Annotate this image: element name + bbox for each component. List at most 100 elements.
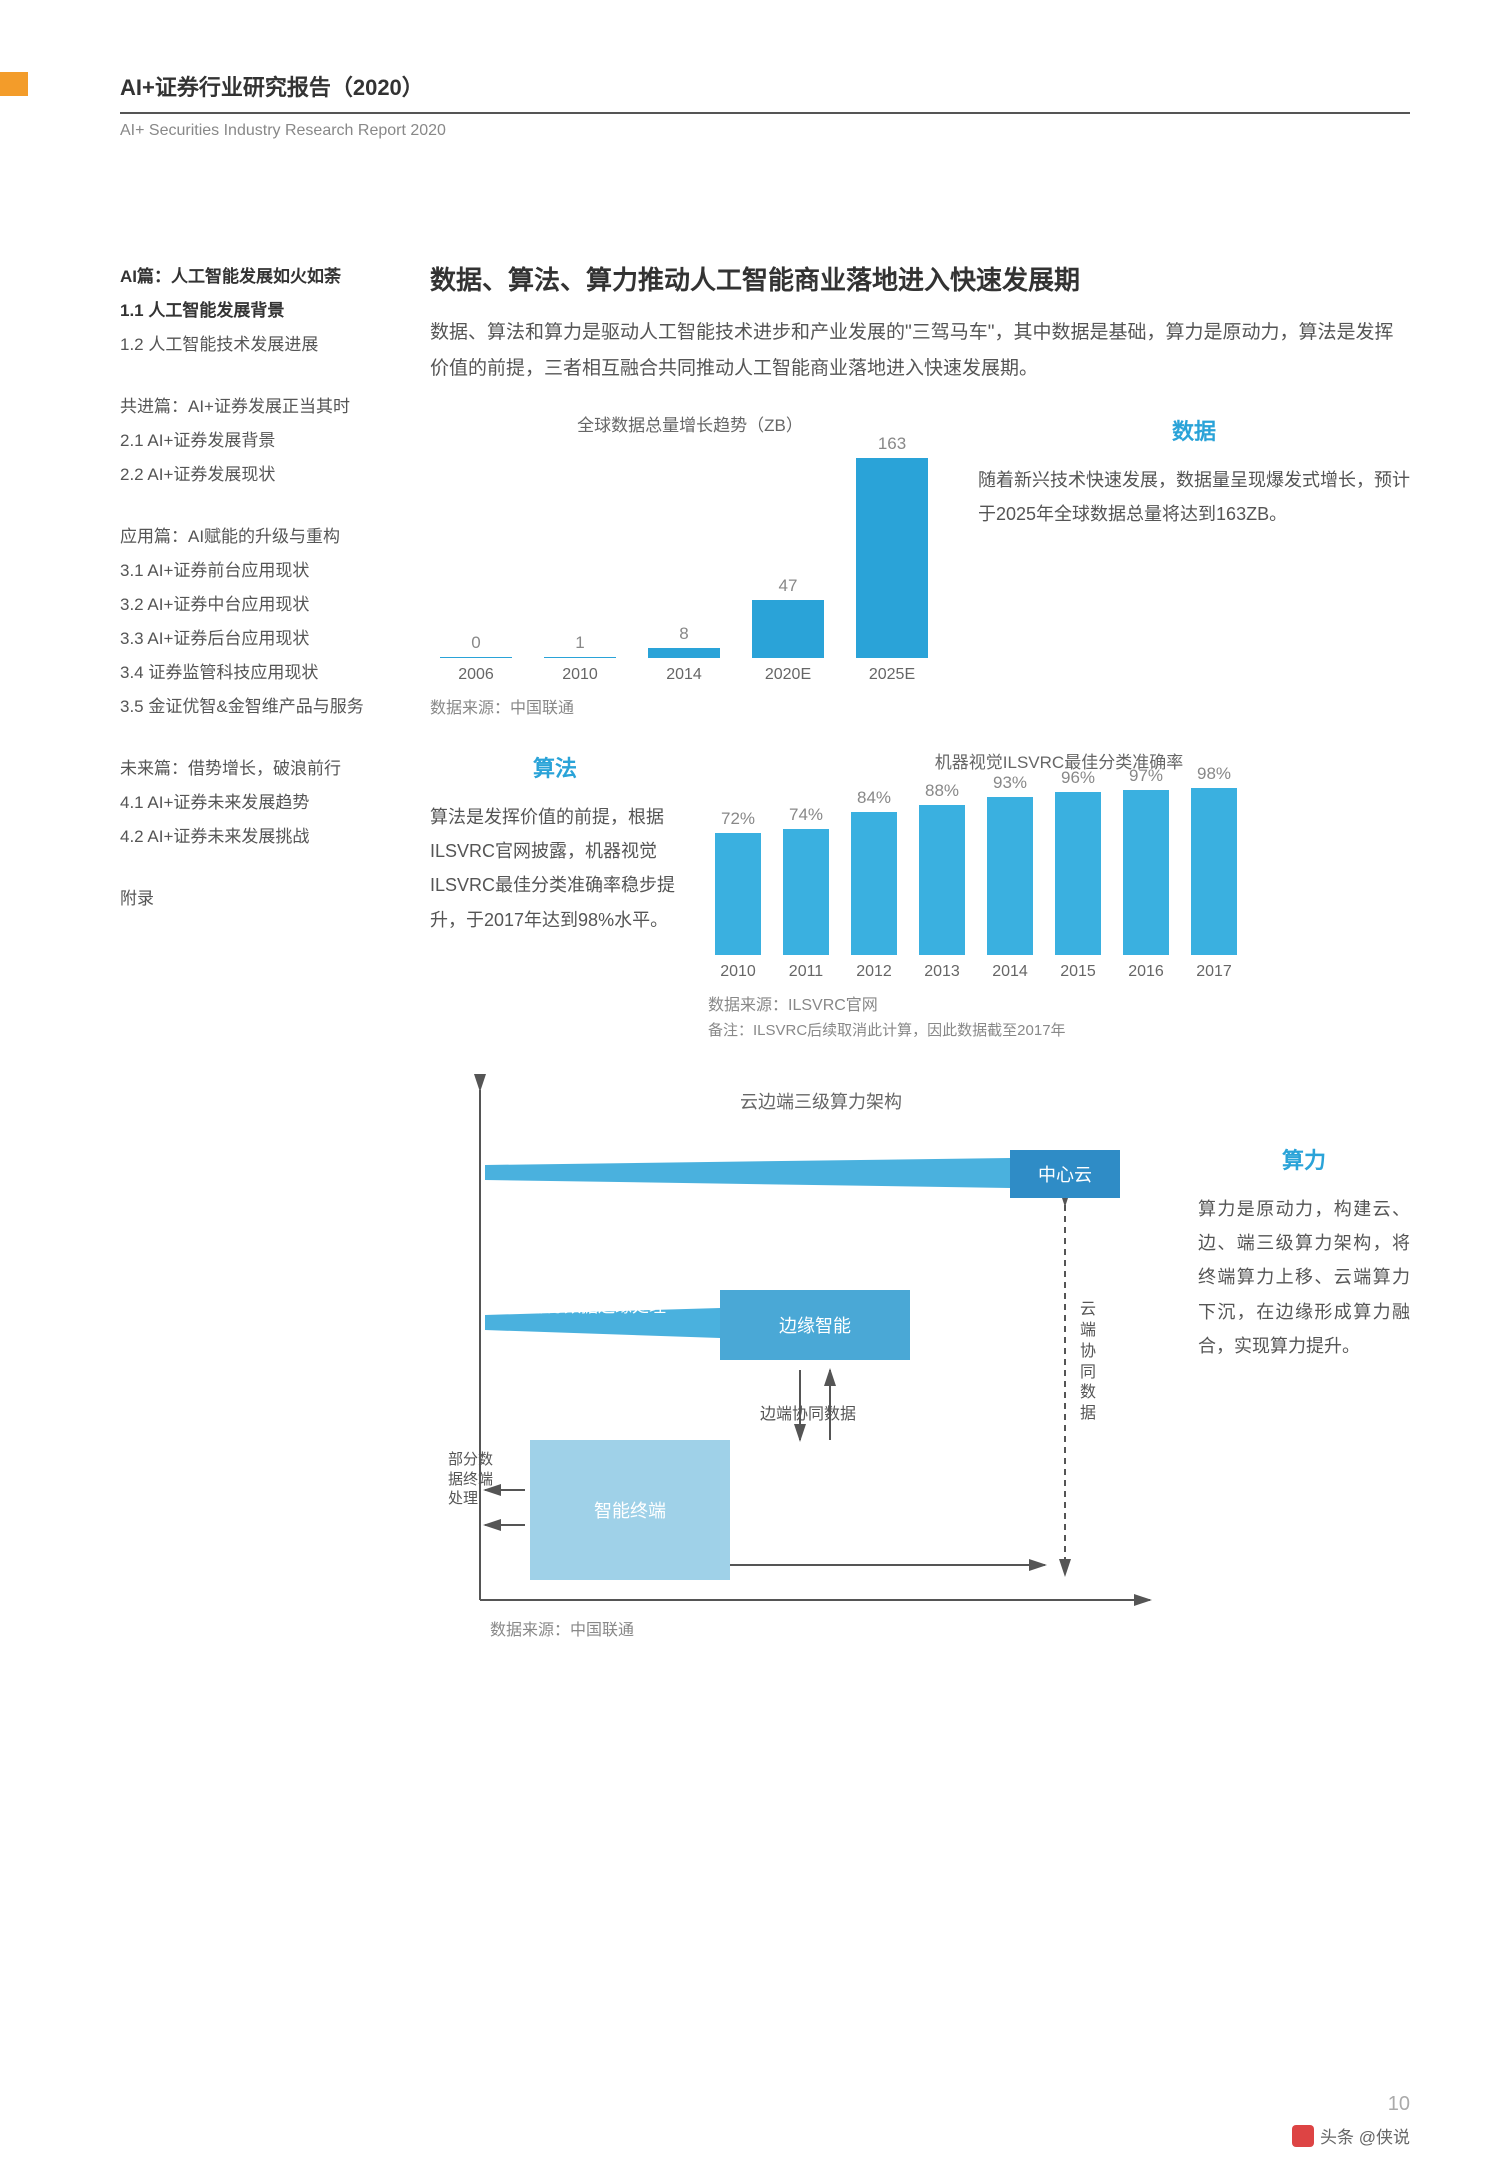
toc-item-3-5[interactable]: 3.5 金证优智&金智维产品与服务	[120, 690, 400, 724]
chart-global-data: 全球数据总量增长趋势（ZB） 02006 1 2010 8 2014 47 2020E 163…	[430, 411, 950, 718]
bar-value: 0	[471, 633, 480, 653]
accent-tab	[0, 72, 28, 96]
bar-category: 2013	[924, 963, 960, 981]
diagram-label-1: 部分数据云端处理	[560, 1138, 696, 1163]
main-paragraph: 数据、算法和算力是驱动人工智能技术进步和产业发展的"三驾马车"，其中数据是基础，…	[430, 315, 1410, 387]
chart1-source: 数据来源：中国联通	[430, 694, 950, 718]
diagram-label-2: 部分数据边缘处理	[530, 1292, 666, 1317]
diagram-compute: 云边端三级算力架构 中心云 边缘智能 智能终端 部分数据云端处理 部分数据边缘处…	[430, 1070, 1170, 1630]
bar-value: 74%	[789, 805, 823, 825]
diagram-source: 数据来源：中国联通	[490, 1616, 634, 1640]
bar-column: 8 2014	[638, 624, 730, 684]
toc-item-3-3[interactable]: 3.3 AI+证券后台应用现状	[120, 622, 400, 656]
bar	[1191, 788, 1237, 955]
side-compute: 算力 算力是原动力，构建云、边、端三级算力架构，将终端算力上移、云端算力下沉，在…	[1198, 1070, 1410, 1363]
bar-category: 2016	[1128, 963, 1164, 981]
toc-item-3-1[interactable]: 3.1 AI+证券前台应用现状	[120, 554, 400, 588]
bar	[856, 458, 928, 658]
side3-text: 算力是原动力，构建云、边、端三级算力架构，将终端算力上移、云端算力下沉，在边缘形…	[1198, 1192, 1410, 1363]
bar-column: 93% 2014	[980, 773, 1040, 981]
bar-column: 72% 2010	[708, 809, 768, 981]
bar-column: 02006	[430, 633, 522, 684]
bar-value: 97%	[1129, 766, 1163, 786]
bar-column: 1 2010	[534, 633, 626, 684]
bar-column: 98% 2017	[1184, 764, 1244, 981]
bar-category: 2020E	[765, 666, 811, 684]
bar-value: 1	[575, 633, 584, 653]
bar-category: 2017	[1196, 963, 1232, 981]
side2-text: 算法是发挥价值的前提，根据ILSVRC官网披露，机器视觉ILSVRC最佳分类准确…	[430, 800, 680, 937]
main-content: 数据、算法、算力推动人工智能商业落地进入快速发展期 数据、算法和算力是驱动人工智…	[430, 260, 1410, 1660]
diagram-node-cloud: 中心云	[1010, 1150, 1120, 1198]
bar-category: 2012	[856, 963, 892, 981]
toc-heading-3: 应用篇：AI赋能的升级与重构	[120, 520, 400, 554]
bar-category: 2010	[720, 963, 756, 981]
bar	[783, 829, 829, 955]
diagram-node-edge: 边缘智能	[720, 1290, 910, 1360]
page-number: 10	[1388, 2093, 1410, 2116]
chart2-source: 数据来源：ILSVRC官网	[708, 991, 1410, 1015]
bar	[919, 805, 965, 955]
bar-value: 88%	[925, 781, 959, 801]
bar-column: 47 2020E	[742, 576, 834, 684]
bar-column: 84% 2012	[844, 788, 904, 981]
bar-value: 96%	[1061, 768, 1095, 788]
bar-category: 2010	[562, 666, 598, 684]
diagram-vlabel: 云端协同数据	[1080, 1300, 1100, 1425]
bar	[752, 600, 824, 658]
header-title-cn: AI+证券行业研究报告（2020）	[120, 70, 1410, 102]
side-data: 数据 随着新兴技术快速发展，数据量呈现爆发式增长，预计于2025年全球数据总量将…	[978, 411, 1410, 531]
toc-heading-2: 共进篇：AI+证券发展正当其时	[120, 390, 400, 424]
bar-value: 47	[779, 576, 798, 596]
bar-category: 2015	[1060, 963, 1096, 981]
toc-heading-4: 未来篇：借势增长，破浪前行	[120, 752, 400, 786]
bar-column: 74% 2011	[776, 805, 836, 981]
side2-title: 算法	[430, 748, 680, 790]
chart1-title: 全球数据总量增长趋势（ZB）	[430, 411, 950, 436]
toc-item-1-2[interactable]: 1.2 人工智能技术发展进展	[120, 328, 400, 362]
side1-text: 随着新兴技术快速发展，数据量呈现爆发式增长，预计于2025年全球数据总量将达到1…	[978, 463, 1410, 531]
bar	[1055, 792, 1101, 955]
watermark-logo-icon	[1292, 2125, 1314, 2147]
header: AI+证券行业研究报告（2020）	[120, 70, 1410, 114]
bar	[648, 648, 720, 658]
toc: AI篇：人工智能发展如火如荼 1.1 人工智能发展背景 1.2 人工智能技术发展…	[120, 260, 400, 1660]
toc-heading-1: AI篇：人工智能发展如火如荼	[120, 260, 400, 294]
diagram-title: 云边端三级算力架构	[740, 1088, 902, 1114]
watermark-text: 头条 @侠说	[1320, 2123, 1410, 2148]
toc-item-4-1[interactable]: 4.1 AI+证券未来发展趋势	[120, 786, 400, 820]
chart2-note: 备注：ILSVRC后续取消此计算，因此数据截至2017年	[708, 1019, 1410, 1040]
bar-column: 88% 2013	[912, 781, 972, 981]
chart-ilsvrc: 机器视觉ILSVRC最佳分类准确率 72%201074%201184%20128…	[708, 748, 1410, 1040]
toc-item-3-2[interactable]: 3.2 AI+证券中台应用现状	[120, 588, 400, 622]
main-title: 数据、算法、算力推动人工智能商业落地进入快速发展期	[430, 260, 1410, 297]
bar-category: 2011	[789, 963, 823, 981]
toc-item-3-4[interactable]: 3.4 证券监管科技应用现状	[120, 656, 400, 690]
bar-value: 98%	[1197, 764, 1231, 784]
bar-value: 84%	[857, 788, 891, 808]
bar-category: 2025E	[869, 666, 915, 684]
toc-heading-5[interactable]: 附录	[120, 882, 400, 916]
bar-category: 2014	[666, 666, 702, 684]
bar-column: 163 2025E	[846, 434, 938, 684]
toc-item-4-2[interactable]: 4.2 AI+证券未来发展挑战	[120, 820, 400, 854]
bar-value: 8	[679, 624, 688, 644]
side-algorithm: 算法 算法是发挥价值的前提，根据ILSVRC官网披露，机器视觉ILSVRC最佳分…	[430, 748, 680, 937]
diagram-label-3: 边端协同数据	[760, 1400, 856, 1424]
bar	[1123, 790, 1169, 955]
header-title-en: AI+ Securities Industry Research Report …	[120, 122, 1410, 140]
bar	[851, 812, 897, 955]
diagram-node-terminal: 智能终端	[530, 1440, 730, 1580]
side1-title: 数据	[978, 411, 1410, 453]
diagram-label-4: 部分数据终端处理	[448, 1450, 518, 1509]
bar-value: 93%	[993, 773, 1027, 793]
watermark: 头条 @侠说	[1292, 2123, 1410, 2148]
toc-item-1-1[interactable]: 1.1 人工智能发展背景	[120, 294, 400, 328]
bar	[440, 657, 512, 658]
toc-item-2-1[interactable]: 2.1 AI+证券发展背景	[120, 424, 400, 458]
bar-category: 2014	[992, 963, 1028, 981]
bar-value: 163	[878, 434, 906, 454]
toc-item-2-2[interactable]: 2.2 AI+证券发展现状	[120, 458, 400, 492]
bar-value: 72%	[721, 809, 755, 829]
bar	[544, 657, 616, 658]
